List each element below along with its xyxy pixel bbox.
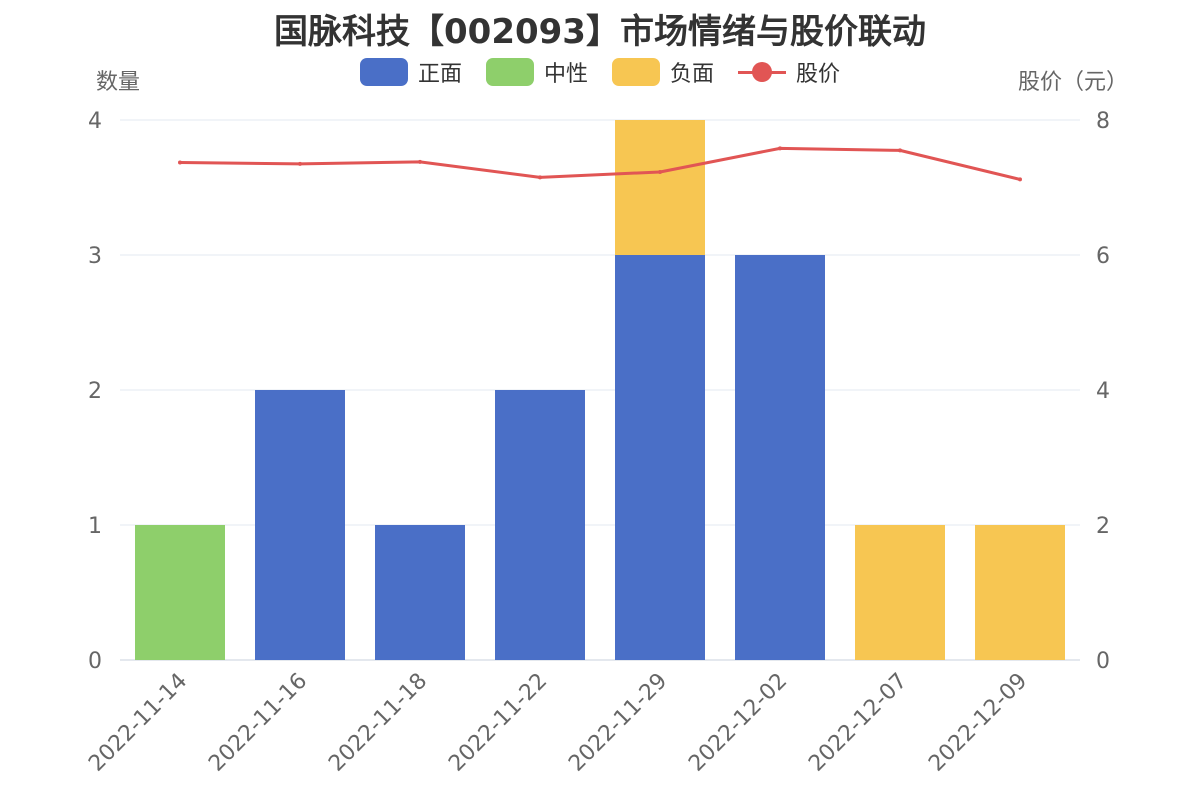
- legend-item-positive[interactable]: 正面: [359, 56, 462, 88]
- legend-swatch-price: [738, 58, 787, 86]
- legend: 正面 中性 负面 股价: [0, 56, 1200, 88]
- bar-segment[interactable]: [615, 120, 705, 255]
- y-left-tick-label: 1: [88, 514, 102, 539]
- y-left-tick-label: 4: [88, 109, 102, 134]
- y-right-tick-label: 4: [1096, 379, 1110, 404]
- y-right-tick-label: 6: [1096, 244, 1110, 269]
- x-tick-label: 2022-11-14: [84, 669, 192, 777]
- x-tick-label: 2022-11-16: [204, 669, 312, 777]
- bar-segment[interactable]: [255, 390, 345, 660]
- bar-segment[interactable]: [135, 525, 225, 660]
- x-tick-label: 2022-11-22: [444, 669, 552, 777]
- legend-label-negative: 负面: [670, 62, 715, 87]
- x-tick-label: 2022-11-29: [564, 669, 672, 777]
- y-left-tick-label: 0: [88, 649, 102, 674]
- x-tick-label: 2022-11-18: [324, 669, 432, 777]
- bar-segment[interactable]: [495, 390, 585, 660]
- y-left-axis-title: 数量: [96, 70, 141, 95]
- bar-segment[interactable]: [855, 525, 945, 660]
- bar-segment[interactable]: [975, 525, 1065, 660]
- price-point[interactable]: [1018, 177, 1022, 182]
- price-point[interactable]: [178, 160, 182, 165]
- legend-swatch-positive: [359, 58, 408, 86]
- y-right-tick-label: 8: [1096, 109, 1110, 134]
- legend-label-price: 股价: [796, 62, 841, 87]
- bar-segment[interactable]: [735, 255, 825, 660]
- y-left-tick-label: 2: [88, 379, 102, 404]
- price-line: [179, 146, 1021, 181]
- legend-swatch-neutral: [485, 58, 534, 86]
- price-point[interactable]: [538, 175, 542, 180]
- legend-item-neutral[interactable]: 中性: [485, 56, 588, 88]
- legend-swatch-negative: [612, 58, 660, 86]
- legend-label-positive: 正面: [417, 62, 462, 87]
- bar-segment[interactable]: [615, 255, 705, 660]
- legend-item-price[interactable]: 股价: [738, 56, 840, 88]
- bar-segment[interactable]: [375, 525, 465, 660]
- x-tick-label: 2022-12-09: [924, 669, 1032, 777]
- x-tick-label: 2022-12-02: [684, 669, 792, 777]
- x-tick-label: 2022-12-07: [804, 669, 912, 777]
- price-point[interactable]: [778, 146, 782, 151]
- y-left-tick-label: 3: [88, 244, 102, 269]
- price-point[interactable]: [658, 169, 662, 174]
- legend-label-neutral: 中性: [543, 62, 588, 87]
- price-point[interactable]: [898, 148, 902, 153]
- chart-title: 国脉科技【002093】市场情绪与股价联动: [274, 12, 926, 52]
- price-point[interactable]: [418, 159, 422, 164]
- y-right-axis-title: 股价（元）: [1018, 70, 1129, 95]
- price-point[interactable]: [298, 161, 302, 166]
- y-right-tick-label: 2: [1096, 514, 1110, 539]
- legend-item-negative[interactable]: 负面: [612, 56, 714, 88]
- y-right-tick-label: 0: [1096, 649, 1110, 674]
